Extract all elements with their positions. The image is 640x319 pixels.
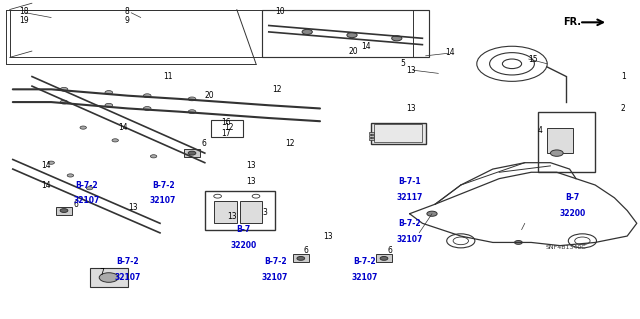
Circle shape: [392, 36, 402, 41]
Circle shape: [297, 256, 305, 260]
Text: 13: 13: [406, 66, 416, 75]
Bar: [369, 132, 374, 134]
Text: B-7-2: B-7-2: [264, 257, 287, 266]
Text: 18: 18: [19, 7, 29, 16]
Circle shape: [188, 151, 196, 155]
Bar: [184, 149, 200, 157]
Circle shape: [143, 107, 151, 110]
Circle shape: [86, 187, 93, 190]
Circle shape: [380, 256, 388, 260]
Text: 13: 13: [406, 104, 416, 113]
Text: 13: 13: [323, 232, 333, 241]
Text: 32107: 32107: [262, 273, 289, 282]
Text: 10: 10: [275, 7, 285, 16]
Text: B-7-2: B-7-2: [353, 257, 376, 266]
Bar: [547, 128, 573, 153]
Text: 14: 14: [118, 123, 128, 132]
Text: 7: 7: [99, 268, 104, 277]
Text: 12: 12: [285, 139, 294, 148]
Text: 9: 9: [125, 16, 130, 25]
Text: B-7: B-7: [236, 225, 250, 234]
Text: FR.: FR.: [563, 17, 581, 27]
Text: 6: 6: [387, 246, 392, 255]
Circle shape: [60, 87, 68, 91]
Text: 6: 6: [74, 200, 79, 209]
Text: B-7-2: B-7-2: [398, 219, 421, 228]
Bar: [214, 201, 237, 223]
Circle shape: [302, 29, 312, 34]
Text: 19: 19: [19, 16, 29, 25]
Text: 20: 20: [205, 91, 214, 100]
Circle shape: [427, 211, 437, 216]
Circle shape: [112, 139, 118, 142]
Circle shape: [60, 100, 68, 104]
Circle shape: [80, 126, 86, 129]
Text: 14: 14: [362, 42, 371, 51]
Circle shape: [188, 97, 196, 101]
Bar: [369, 135, 374, 137]
Text: 32107: 32107: [396, 235, 423, 244]
Circle shape: [67, 174, 74, 177]
Text: 13: 13: [246, 177, 256, 186]
Text: 32200: 32200: [559, 209, 586, 218]
Text: B-7-2: B-7-2: [75, 181, 98, 189]
Text: 4: 4: [538, 126, 543, 135]
Text: 12: 12: [272, 85, 282, 94]
Bar: [211, 120, 243, 137]
Text: 14: 14: [42, 161, 51, 170]
Text: 32107: 32107: [351, 273, 378, 282]
Text: 2: 2: [621, 104, 625, 113]
Text: 20: 20: [349, 47, 358, 56]
Text: 13: 13: [227, 212, 237, 221]
Text: B-7-2: B-7-2: [152, 181, 175, 189]
Text: 13: 13: [246, 161, 256, 170]
Bar: [56, 207, 72, 214]
Circle shape: [347, 33, 357, 38]
Circle shape: [515, 241, 522, 244]
Text: 32200: 32200: [230, 241, 257, 250]
Bar: [240, 201, 262, 223]
Circle shape: [150, 155, 157, 158]
Circle shape: [48, 161, 54, 164]
Text: 15: 15: [528, 55, 538, 63]
Circle shape: [105, 103, 113, 107]
Text: 1: 1: [621, 72, 625, 81]
Bar: [538, 112, 595, 172]
Bar: [369, 138, 374, 140]
Bar: [262, 10, 429, 57]
Text: 5: 5: [400, 59, 405, 68]
Text: 13: 13: [128, 203, 138, 212]
Bar: [371, 123, 426, 144]
Bar: [205, 191, 275, 230]
Circle shape: [550, 150, 563, 156]
Text: 6: 6: [202, 139, 207, 148]
Circle shape: [143, 94, 151, 98]
Bar: [376, 255, 392, 262]
Text: 14: 14: [42, 181, 51, 189]
Text: 6: 6: [304, 246, 309, 255]
Bar: [292, 255, 308, 262]
Text: 32107: 32107: [150, 197, 177, 205]
Bar: [374, 124, 422, 142]
Text: 16: 16: [221, 118, 230, 127]
Text: 32117: 32117: [396, 193, 423, 202]
Circle shape: [99, 273, 118, 282]
Text: B-7-2: B-7-2: [116, 257, 140, 266]
Text: 32107: 32107: [115, 273, 141, 282]
Text: 17: 17: [221, 130, 230, 138]
Text: 8: 8: [125, 7, 129, 16]
Circle shape: [188, 110, 196, 114]
Text: B-7-1: B-7-1: [398, 177, 421, 186]
Text: 14: 14: [445, 48, 454, 57]
Text: 32107: 32107: [73, 197, 100, 205]
Text: 12: 12: [224, 123, 234, 132]
Bar: [90, 268, 128, 287]
Text: B-7: B-7: [566, 193, 580, 202]
Circle shape: [105, 91, 113, 94]
Text: 11: 11: [163, 72, 173, 81]
Circle shape: [60, 209, 68, 212]
Text: SNF4B1340C: SNF4B1340C: [546, 245, 587, 250]
Text: 3: 3: [262, 208, 268, 217]
